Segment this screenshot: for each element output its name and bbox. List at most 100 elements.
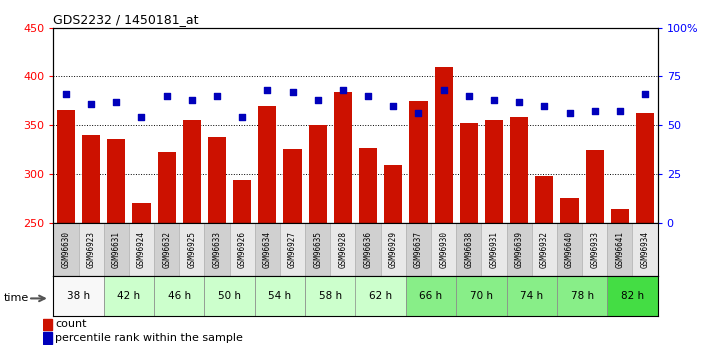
Bar — [481, 223, 506, 276]
Text: count: count — [55, 319, 87, 329]
Text: GSM96932: GSM96932 — [540, 231, 549, 268]
Text: 74 h: 74 h — [520, 291, 543, 301]
Bar — [607, 223, 633, 276]
Text: GSM96634: GSM96634 — [263, 231, 272, 268]
Text: 78 h: 78 h — [570, 291, 594, 301]
Bar — [258, 106, 277, 223]
Bar — [179, 223, 205, 276]
Bar — [485, 120, 503, 223]
Bar — [633, 223, 658, 276]
Point — [136, 115, 147, 120]
Text: GSM96934: GSM96934 — [641, 231, 650, 268]
Bar — [456, 276, 506, 316]
Text: 62 h: 62 h — [369, 291, 392, 301]
Bar — [233, 180, 251, 223]
Bar — [205, 223, 230, 276]
Bar — [183, 120, 201, 223]
Bar — [230, 223, 255, 276]
Bar — [557, 223, 582, 276]
Bar — [431, 223, 456, 276]
Bar — [57, 110, 75, 223]
Bar — [356, 223, 380, 276]
Bar — [356, 276, 406, 316]
Text: GDS2232 / 1450181_at: GDS2232 / 1450181_at — [53, 13, 199, 27]
Text: GSM96639: GSM96639 — [515, 231, 524, 268]
Point — [387, 103, 399, 108]
Bar — [82, 135, 100, 223]
Point — [363, 93, 374, 99]
Text: GSM96637: GSM96637 — [414, 231, 423, 268]
Bar — [506, 223, 532, 276]
Bar — [636, 114, 654, 223]
Bar — [384, 165, 402, 223]
Point — [589, 109, 600, 114]
Point — [237, 115, 248, 120]
Bar — [506, 276, 557, 316]
Text: GSM96930: GSM96930 — [439, 231, 448, 268]
Text: GSM96933: GSM96933 — [590, 231, 599, 268]
Text: 82 h: 82 h — [621, 291, 644, 301]
Bar — [280, 223, 305, 276]
Text: GSM96638: GSM96638 — [464, 231, 474, 268]
Bar — [607, 276, 658, 316]
Point — [161, 93, 172, 99]
Bar — [104, 276, 154, 316]
Bar — [78, 223, 104, 276]
Point — [614, 109, 626, 114]
Point — [186, 97, 198, 102]
Bar — [53, 223, 78, 276]
Point — [287, 89, 298, 95]
Bar — [586, 150, 604, 223]
Text: GSM96636: GSM96636 — [363, 231, 373, 268]
Bar — [205, 276, 255, 316]
Bar — [611, 209, 629, 223]
Text: GSM96925: GSM96925 — [187, 231, 196, 268]
Text: GSM96640: GSM96640 — [565, 231, 574, 268]
Bar — [154, 276, 205, 316]
Bar — [359, 148, 377, 223]
Bar — [129, 223, 154, 276]
Text: GSM96928: GSM96928 — [338, 231, 348, 268]
Bar — [532, 223, 557, 276]
Text: 38 h: 38 h — [67, 291, 90, 301]
Point — [438, 87, 449, 93]
Point — [639, 91, 651, 97]
Text: 50 h: 50 h — [218, 291, 241, 301]
Text: GSM96923: GSM96923 — [87, 231, 95, 268]
Text: GSM96924: GSM96924 — [137, 231, 146, 268]
Bar — [43, 319, 52, 330]
Bar — [334, 92, 352, 223]
Point — [211, 93, 223, 99]
Text: GSM96631: GSM96631 — [112, 231, 121, 268]
Bar — [107, 139, 125, 223]
Bar — [53, 276, 104, 316]
Bar — [43, 332, 52, 344]
Point — [513, 99, 525, 105]
Bar — [406, 276, 456, 316]
Bar — [305, 276, 356, 316]
Point — [85, 101, 97, 106]
Bar — [410, 101, 427, 223]
Bar — [460, 123, 478, 223]
Point — [463, 93, 474, 99]
Bar — [535, 176, 553, 223]
Text: percentile rank within the sample: percentile rank within the sample — [55, 333, 243, 343]
Point — [312, 97, 324, 102]
Text: time: time — [4, 294, 29, 303]
Bar — [560, 198, 579, 223]
Bar — [284, 149, 301, 223]
Text: GSM96641: GSM96641 — [616, 231, 624, 268]
Point — [111, 99, 122, 105]
Text: 58 h: 58 h — [319, 291, 342, 301]
Bar — [434, 67, 453, 223]
Bar — [208, 137, 226, 223]
Text: GSM96929: GSM96929 — [389, 231, 397, 268]
Bar — [255, 223, 280, 276]
Text: 54 h: 54 h — [268, 291, 292, 301]
Bar — [132, 203, 151, 223]
Text: 42 h: 42 h — [117, 291, 141, 301]
Point — [60, 91, 72, 97]
Bar — [154, 223, 179, 276]
Text: GSM96927: GSM96927 — [288, 231, 297, 268]
Text: GSM96630: GSM96630 — [61, 231, 70, 268]
